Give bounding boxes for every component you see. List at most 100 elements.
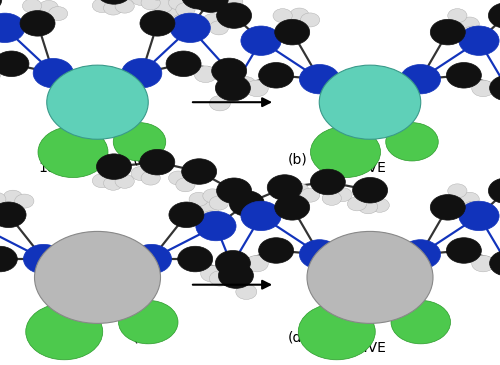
Circle shape xyxy=(0,202,26,227)
Circle shape xyxy=(246,80,268,97)
Text: 19-MVE: 19-MVE xyxy=(334,341,386,355)
Circle shape xyxy=(200,201,219,216)
Circle shape xyxy=(141,0,161,10)
Circle shape xyxy=(115,174,134,188)
Circle shape xyxy=(352,177,388,203)
Circle shape xyxy=(490,75,500,101)
Circle shape xyxy=(300,240,340,269)
Circle shape xyxy=(460,192,479,206)
Circle shape xyxy=(176,178,195,192)
Circle shape xyxy=(430,195,466,220)
Circle shape xyxy=(210,271,231,286)
Circle shape xyxy=(210,96,231,111)
Circle shape xyxy=(290,8,309,22)
Text: (d): (d) xyxy=(288,331,307,345)
Circle shape xyxy=(176,3,195,17)
Circle shape xyxy=(241,201,281,231)
Circle shape xyxy=(115,0,134,13)
Text: 18-MVE: 18-MVE xyxy=(38,341,92,355)
Circle shape xyxy=(0,13,25,43)
Circle shape xyxy=(104,176,123,190)
Circle shape xyxy=(193,0,228,12)
Circle shape xyxy=(168,171,188,185)
Circle shape xyxy=(131,0,150,5)
Circle shape xyxy=(14,194,34,208)
Circle shape xyxy=(168,0,188,10)
Circle shape xyxy=(490,250,500,276)
Circle shape xyxy=(154,0,172,13)
Circle shape xyxy=(310,127,380,178)
Circle shape xyxy=(472,255,494,272)
Circle shape xyxy=(194,66,217,82)
Circle shape xyxy=(22,0,42,13)
Circle shape xyxy=(300,188,320,202)
Circle shape xyxy=(472,80,494,97)
Circle shape xyxy=(24,244,64,274)
Circle shape xyxy=(348,197,366,211)
Circle shape xyxy=(196,211,236,241)
Circle shape xyxy=(216,178,252,204)
Circle shape xyxy=(131,166,150,181)
Circle shape xyxy=(216,75,250,101)
Circle shape xyxy=(358,200,378,214)
Circle shape xyxy=(122,58,162,88)
Circle shape xyxy=(273,184,292,198)
Text: +e: +e xyxy=(222,258,242,272)
Circle shape xyxy=(258,203,277,218)
Circle shape xyxy=(212,58,246,84)
Circle shape xyxy=(33,58,74,88)
Circle shape xyxy=(39,0,58,15)
Circle shape xyxy=(322,191,342,205)
Circle shape xyxy=(320,65,421,139)
Circle shape xyxy=(459,201,499,231)
Circle shape xyxy=(182,0,216,9)
Circle shape xyxy=(310,169,346,195)
Circle shape xyxy=(166,51,201,77)
Text: (c): (c) xyxy=(132,331,151,345)
Circle shape xyxy=(333,188,352,202)
Circle shape xyxy=(34,231,160,323)
Circle shape xyxy=(216,250,250,276)
Circle shape xyxy=(182,159,216,184)
Circle shape xyxy=(246,255,268,272)
Circle shape xyxy=(268,175,302,200)
Circle shape xyxy=(141,171,161,185)
Circle shape xyxy=(38,127,108,178)
Circle shape xyxy=(92,0,112,12)
Circle shape xyxy=(169,202,204,227)
Circle shape xyxy=(104,1,123,15)
Circle shape xyxy=(218,263,254,288)
Circle shape xyxy=(48,7,68,21)
Circle shape xyxy=(400,65,440,94)
Circle shape xyxy=(0,51,29,77)
Circle shape xyxy=(216,3,252,28)
Circle shape xyxy=(274,19,310,45)
Circle shape xyxy=(47,65,148,139)
Circle shape xyxy=(203,14,222,28)
Circle shape xyxy=(370,198,390,212)
Circle shape xyxy=(241,26,281,55)
Circle shape xyxy=(201,211,220,225)
Text: 19-MVE: 19-MVE xyxy=(334,161,386,175)
Circle shape xyxy=(203,189,222,203)
Circle shape xyxy=(250,210,270,224)
Circle shape xyxy=(178,246,212,272)
Circle shape xyxy=(170,13,210,43)
Circle shape xyxy=(273,9,292,23)
Circle shape xyxy=(400,240,440,269)
Circle shape xyxy=(118,300,178,344)
Circle shape xyxy=(448,9,467,23)
Circle shape xyxy=(295,189,314,203)
Circle shape xyxy=(286,195,306,209)
Text: (b): (b) xyxy=(288,152,307,166)
Circle shape xyxy=(0,0,2,12)
Circle shape xyxy=(20,11,55,36)
Circle shape xyxy=(140,149,175,175)
Circle shape xyxy=(462,201,482,215)
Circle shape xyxy=(209,196,229,210)
Circle shape xyxy=(391,300,450,344)
Circle shape xyxy=(0,66,1,82)
Text: 18-MVE: 18-MVE xyxy=(38,161,92,175)
Circle shape xyxy=(488,3,500,28)
Circle shape xyxy=(0,246,18,272)
